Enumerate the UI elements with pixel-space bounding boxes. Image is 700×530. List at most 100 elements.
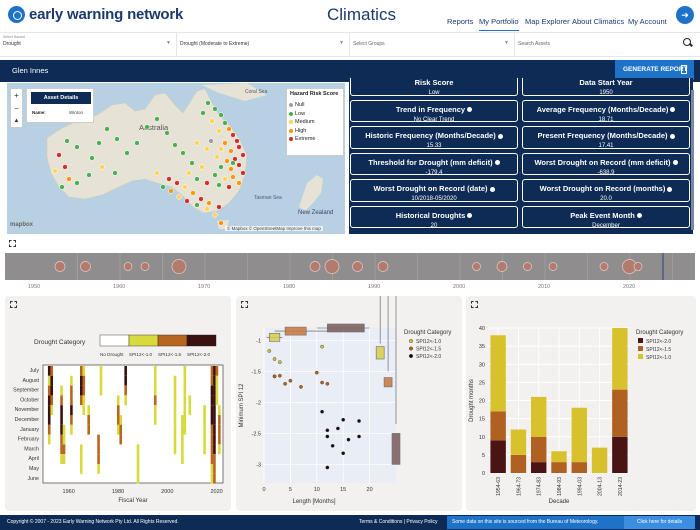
nav-my-account[interactable]: My Account (628, 17, 667, 26)
asset-marker[interactable] (52, 168, 58, 174)
info-icon[interactable] (636, 213, 642, 219)
asset-marker[interactable] (236, 162, 242, 168)
expand-icon[interactable] (471, 301, 478, 308)
asset-marker[interactable] (234, 138, 240, 144)
asset-marker[interactable] (189, 160, 195, 166)
nav-my-portfolio[interactable]: My Portfolio (479, 17, 519, 31)
asset-marker[interactable] (186, 170, 192, 176)
drought-event-marker[interactable] (633, 262, 643, 271)
asset-marker[interactable] (56, 152, 62, 158)
asset-marker[interactable] (86, 172, 92, 178)
asset-marker[interactable] (124, 150, 130, 156)
bar-segment[interactable] (510, 454, 527, 473)
drought-timeline[interactable] (5, 253, 695, 280)
asset-marker[interactable] (134, 140, 140, 146)
asset-marker[interactable] (230, 174, 236, 180)
asset-marker[interactable] (204, 180, 210, 186)
drought-event-marker[interactable] (548, 262, 558, 271)
mapbox-logo[interactable]: mapbox (10, 222, 34, 228)
scatter-point[interactable] (320, 409, 324, 414)
scatter-point[interactable] (278, 360, 282, 364)
asset-marker[interactable] (194, 202, 200, 208)
asset-marker[interactable] (184, 198, 190, 204)
footer-links[interactable]: Terms & Conditions | Privacy Policy (359, 519, 438, 525)
scatter-point[interactable] (346, 437, 351, 442)
bar-segment[interactable] (531, 396, 547, 437)
asset-marker[interactable] (112, 170, 118, 176)
compass-icon[interactable]: ▲ (13, 118, 20, 124)
drought-event-marker[interactable] (523, 262, 532, 271)
asset-marker[interactable] (104, 126, 110, 132)
asset-marker[interactable] (236, 144, 242, 150)
info-icon[interactable] (467, 107, 473, 113)
asset-marker[interactable] (74, 180, 80, 186)
scatter-point[interactable] (278, 373, 282, 378)
info-icon[interactable] (494, 160, 500, 166)
scatter-point[interactable] (325, 465, 330, 470)
asset-marker[interactable] (224, 158, 230, 164)
asset-marker[interactable] (236, 180, 242, 186)
asset-marker[interactable] (214, 154, 220, 160)
bar-segment[interactable] (490, 335, 506, 412)
asset-markers[interactable] (52, 100, 246, 226)
drought-event-marker[interactable] (496, 261, 508, 272)
info-icon[interactable] (669, 133, 675, 139)
asset-marker[interactable] (200, 110, 206, 116)
asset-details-button[interactable]: Asset Details (31, 92, 91, 104)
scatter-point[interactable] (320, 380, 324, 385)
asset-marker[interactable] (62, 164, 68, 170)
zoom-control[interactable]: + − ▲ (10, 88, 23, 128)
scatter-point[interactable] (357, 434, 361, 439)
bom-details-button[interactable]: Click here for details (624, 516, 695, 529)
expand-icon[interactable] (9, 240, 16, 247)
asset-marker[interactable] (204, 206, 210, 212)
scatter-point[interactable] (272, 357, 277, 361)
info-icon[interactable] (672, 160, 678, 166)
scatter-box-spi10-x[interactable] (268, 332, 281, 342)
nav-reports[interactable]: Reports (447, 17, 474, 26)
scatter-point[interactable] (325, 434, 330, 439)
bar-segment[interactable] (612, 328, 628, 390)
expand-icon[interactable] (10, 301, 17, 308)
bar-segment[interactable] (571, 407, 587, 463)
scatter-box-spi15-x[interactable] (284, 326, 307, 336)
zoom-in-button[interactable]: + (14, 91, 19, 100)
scatter-box-spi20-x[interactable] (327, 323, 365, 333)
timeline-canvas[interactable] (5, 253, 695, 280)
bar-segment[interactable] (531, 462, 547, 473)
info-icon[interactable] (497, 133, 503, 139)
scatter-point[interactable] (267, 349, 272, 353)
groups-select[interactable]: Select Groups ▼ (350, 33, 515, 57)
asset-marker[interactable] (59, 184, 65, 190)
map-canvas[interactable]: Australia Coral Sea Tasman Sea New Zeala… (7, 83, 345, 234)
bar-segment[interactable] (612, 436, 628, 473)
scatter-point[interactable] (341, 417, 345, 422)
asset-marker[interactable] (216, 128, 222, 134)
drought-event-marker[interactable] (123, 262, 133, 271)
drought-event-marker[interactable] (377, 261, 389, 272)
stats-scrollbar[interactable] (691, 90, 694, 230)
asset-marker[interactable] (209, 118, 215, 124)
asset-marker[interactable] (230, 160, 236, 166)
asset-marker[interactable] (154, 170, 160, 176)
drought-event-marker[interactable] (171, 259, 187, 274)
scatter-point[interactable] (272, 374, 277, 379)
asset-marker[interactable] (154, 116, 160, 122)
scatter-box-spi10-y[interactable] (375, 346, 385, 360)
nav-map-explorer[interactable]: Map Explorer (525, 17, 570, 26)
expand-icon[interactable] (241, 301, 248, 308)
asset-map[interactable]: Australia Coral Sea Tasman Sea New Zeala… (7, 83, 345, 234)
zoom-out-button[interactable]: − (14, 104, 19, 113)
asset-marker[interactable] (182, 184, 188, 190)
search-icon[interactable] (683, 38, 691, 46)
drought-event-marker[interactable] (309, 261, 321, 272)
drought-event-marker[interactable] (599, 262, 609, 271)
asset-marker[interactable] (226, 126, 232, 132)
asset-marker[interactable] (222, 120, 228, 126)
info-icon[interactable] (670, 107, 676, 113)
asset-marker[interactable] (66, 176, 72, 182)
bar-segment[interactable] (510, 429, 527, 455)
drought-event-marker[interactable] (80, 261, 91, 272)
scatter-point[interactable] (336, 426, 340, 431)
bar-segment[interactable] (490, 411, 506, 441)
